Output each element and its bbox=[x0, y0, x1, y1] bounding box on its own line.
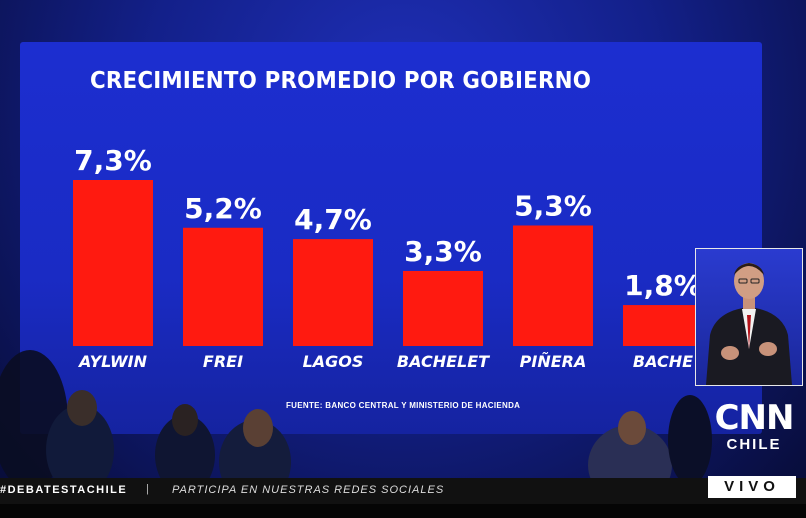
bar-2 bbox=[293, 239, 373, 346]
network-logo: CNN CHILE bbox=[708, 400, 800, 454]
ticker-message: PARTICIPA EN NUESTRAS REDES SOCIALES bbox=[172, 484, 445, 496]
bar-1 bbox=[183, 227, 263, 346]
value-label-4: 5,3% bbox=[514, 189, 592, 222]
category-label-1: FREI bbox=[203, 352, 243, 371]
ticker-hashtag: #DEBATESTACHILE bbox=[0, 484, 128, 496]
bottom-strip bbox=[0, 504, 806, 518]
bar-3 bbox=[403, 270, 483, 346]
bar-5 bbox=[623, 305, 703, 346]
logo-cnn: CNN bbox=[714, 398, 795, 438]
chart-source: FUENTE: BANCO CENTRAL Y MINISTERIO DE HA… bbox=[286, 401, 521, 410]
chart-title: CRECIMIENTO PROMEDIO POR GOBIERNO bbox=[90, 68, 592, 94]
value-label-2: 4,7% bbox=[294, 203, 372, 236]
category-label-0: AYLWIN bbox=[77, 352, 148, 371]
sign-language-interpreter-box bbox=[695, 248, 803, 386]
category-label-4: PIÑERA bbox=[520, 352, 587, 371]
logo-chile: CHILE bbox=[726, 436, 782, 453]
value-label-0: 7,3% bbox=[74, 144, 152, 177]
ticker-separator: | bbox=[146, 483, 150, 495]
bar-0 bbox=[73, 180, 153, 346]
bar-4 bbox=[513, 225, 593, 346]
category-label-2: LAGOS bbox=[303, 352, 364, 371]
news-ticker: #DEBATESTACHILE | PARTICIPA EN NUESTRAS … bbox=[0, 478, 806, 504]
category-label-5: BACHE bbox=[633, 352, 693, 371]
value-label-5: 1,8% bbox=[624, 269, 702, 302]
interpreter-figure bbox=[706, 263, 792, 385]
live-badge: VIVO bbox=[708, 476, 796, 498]
category-label-3: BACHELET bbox=[397, 352, 490, 371]
value-label-3: 3,3% bbox=[404, 235, 482, 268]
value-label-1: 5,2% bbox=[184, 192, 262, 225]
